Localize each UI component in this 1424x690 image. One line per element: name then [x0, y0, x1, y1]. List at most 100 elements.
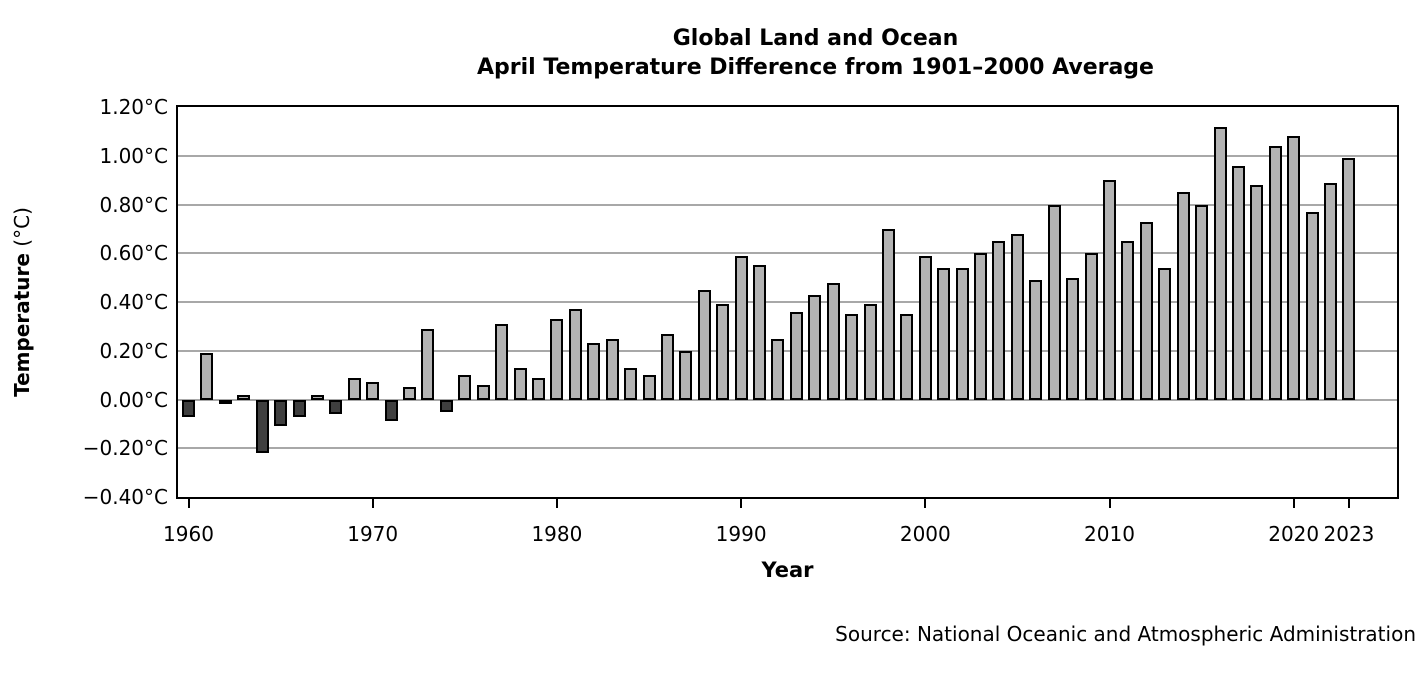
bar-2019 — [1268, 146, 1282, 400]
x-tick-label-2000: 2000 — [899, 522, 951, 546]
x-tick-mark-1990 — [740, 497, 743, 508]
gridline-0.80 — [178, 203, 1397, 206]
bar-2014 — [1176, 192, 1190, 400]
bar-2017 — [1231, 165, 1245, 400]
bar-2005 — [1010, 233, 1024, 400]
bar-2002 — [955, 267, 969, 400]
bar-1990 — [734, 255, 748, 400]
bar-1986 — [660, 333, 674, 400]
bar-2008 — [1066, 277, 1080, 400]
bar-2020 — [1287, 136, 1301, 400]
x-tick-mark-2023 — [1347, 497, 1350, 508]
x-axis-title: Year — [761, 558, 814, 582]
gridline-0.60 — [178, 252, 1397, 255]
bar-2009 — [1084, 253, 1098, 400]
bar-2011 — [1121, 241, 1135, 400]
bar-2007 — [1047, 204, 1061, 400]
bar-1978 — [513, 367, 527, 400]
bar-2012 — [1139, 221, 1153, 400]
y-tick-label-0.00: 0.00°C — [99, 387, 169, 412]
x-tick-label-2010: 2010 — [1084, 522, 1135, 546]
x-tick-mark-1960 — [187, 497, 190, 508]
bar-1987 — [679, 350, 693, 400]
bar-2023 — [1342, 158, 1356, 400]
x-tick-mark-2010 — [1108, 497, 1111, 508]
bar-1995 — [826, 282, 840, 400]
chart-title-line1: Global Land and Ocean — [672, 26, 959, 51]
bar-1970 — [366, 382, 380, 400]
bar-1980 — [550, 319, 564, 400]
bar-2016 — [1213, 126, 1227, 400]
bar-2018 — [1250, 185, 1264, 400]
y-tick-label-1.00: 1.00°C — [99, 143, 169, 168]
source-attribution: Source: National Oceanic and Atmospheric… — [835, 622, 1416, 646]
y-tick-label-1.20: 1.20°C — [99, 95, 169, 119]
bar-2000 — [918, 255, 932, 400]
gridline-0.20 — [178, 349, 1397, 352]
bar-2003 — [974, 253, 988, 400]
bar-1981 — [568, 309, 582, 400]
y-tick-label-0.60: 0.60°C — [99, 241, 169, 266]
bar-1983 — [605, 338, 619, 400]
bar-1964 — [255, 399, 269, 454]
plot-area — [176, 105, 1399, 499]
bar-1975 — [458, 375, 472, 400]
y-axis-title-text: Temperature — [10, 253, 34, 397]
bar-1998 — [881, 228, 895, 400]
bar-1971 — [384, 399, 398, 422]
y-tick-label-0.80: 0.80°C — [99, 192, 169, 217]
bar-1993 — [789, 311, 803, 400]
bar-1972 — [403, 387, 417, 400]
x-tick-label-1980: 1980 — [531, 522, 583, 546]
bar-2021 — [1305, 211, 1319, 400]
y-tick-label-0.40: 0.40°C — [99, 290, 169, 314]
bar-1999 — [900, 314, 914, 400]
bar-1961 — [200, 353, 214, 400]
bar-1977 — [495, 323, 509, 400]
bar-1982 — [587, 343, 601, 400]
bar-1960 — [182, 399, 195, 417]
bar-1966 — [292, 399, 306, 417]
gridline-1.00 — [178, 154, 1397, 157]
x-tick-label-2023: 2023 — [1323, 522, 1375, 546]
bar-2001 — [937, 267, 951, 400]
x-tick-mark-1970 — [371, 497, 374, 508]
bar-1974 — [439, 399, 453, 412]
bar-1989 — [716, 304, 730, 400]
bar-1962 — [218, 399, 232, 405]
gridline-0.40 — [178, 301, 1397, 303]
bar-2006 — [1029, 280, 1043, 400]
bar-2015 — [1195, 204, 1209, 400]
bar-1991 — [753, 265, 767, 400]
bar-2004 — [992, 241, 1006, 400]
bar-1965 — [274, 399, 288, 427]
x-tick-label-2020: 2020 — [1268, 522, 1320, 546]
bar-1994 — [808, 294, 822, 400]
bar-2010 — [1103, 180, 1116, 400]
x-tick-mark-1980 — [555, 497, 558, 508]
gridline--0.20 — [178, 447, 1397, 450]
bar-1967 — [310, 394, 324, 400]
y-tick-label--0.40: −0.40°C — [82, 485, 168, 509]
bar-1997 — [863, 304, 877, 400]
bar-1963 — [237, 394, 251, 400]
chart-title: Global Land and Ocean April Temperature … — [206, 24, 1424, 82]
bar-1969 — [347, 377, 361, 400]
bar-1968 — [329, 399, 343, 415]
bar-2013 — [1158, 267, 1172, 400]
x-tick-mark-2020 — [1292, 497, 1295, 508]
bar-1996 — [845, 314, 859, 400]
bar-1984 — [624, 367, 638, 400]
bar-2022 — [1324, 182, 1338, 400]
bar-1979 — [531, 377, 545, 400]
x-tick-label-1970: 1970 — [347, 522, 399, 546]
bar-1976 — [476, 384, 490, 400]
x-tick-label-1990: 1990 — [715, 522, 767, 546]
y-tick-label--0.20: −0.20°C — [82, 436, 168, 461]
y-tick-label-0.20: 0.20°C — [99, 338, 169, 363]
chart-title-line2: April Temperature Difference from 1901–2… — [477, 55, 1154, 80]
bar-1992 — [771, 338, 785, 400]
gridline-0.00 — [178, 398, 1397, 401]
x-tick-label-1960: 1960 — [163, 522, 214, 546]
